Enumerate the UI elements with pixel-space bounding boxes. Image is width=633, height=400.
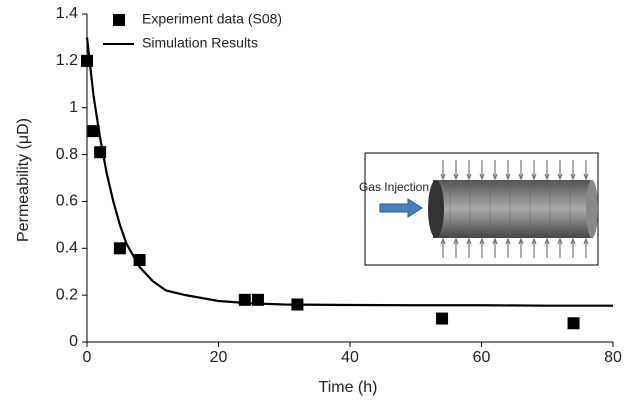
data-line <box>85 37 613 307</box>
pressure-arrow <box>440 173 446 181</box>
x-tick-label: 60 <box>473 349 491 366</box>
pressure-arrow <box>557 237 563 245</box>
pressure-arrow <box>570 237 576 245</box>
pressure-arrow <box>583 173 589 181</box>
pressure-arrow <box>492 237 498 245</box>
pressure-arrow <box>531 173 537 181</box>
y-tick-label: 0.6 <box>56 193 78 210</box>
pressure-arrow <box>440 237 446 245</box>
pressure-arrow <box>518 173 524 181</box>
pressure-arrow <box>570 173 576 181</box>
pressure-arrow <box>492 173 498 181</box>
pressure-arrow <box>557 173 563 181</box>
legend-swatch <box>113 14 125 26</box>
x-tick-label: 20 <box>210 349 228 366</box>
y-tick-label: 0.4 <box>56 240 78 257</box>
y-tick-label: 1.2 <box>56 52 78 69</box>
pressure-arrow <box>518 237 524 245</box>
pressure-arrow <box>479 237 485 245</box>
pressure-arrow <box>466 173 472 181</box>
pressure-arrow <box>466 237 472 245</box>
x-tick-label: 80 <box>604 349 622 366</box>
pressure-arrow <box>531 237 537 245</box>
x-tick-label: 0 <box>83 349 92 366</box>
y-tick-label: 0.2 <box>56 286 78 303</box>
legend-label: Simulation Results <box>142 35 258 51</box>
pressure-arrow <box>453 237 459 245</box>
pressure-arrow <box>479 173 485 181</box>
y-axis-label: Permeability (μD) <box>15 118 32 242</box>
x-axis-label: Time (h) <box>319 379 378 396</box>
inset: Gas Injection <box>359 152 599 266</box>
pressure-arrow <box>544 173 550 181</box>
pressure-arrow <box>453 173 459 181</box>
pressure-arrow <box>583 237 589 245</box>
pressure-arrow <box>544 237 550 245</box>
y-tick-label: 0 <box>69 333 78 350</box>
inset-label: Gas Injection <box>359 180 429 194</box>
data-point <box>436 312 449 325</box>
data-point <box>113 242 126 255</box>
data-point <box>87 125 100 138</box>
data-point <box>567 317 580 330</box>
y-tick-label: 1 <box>69 99 78 116</box>
pressure-arrow <box>505 173 511 181</box>
y-tick-label: 0.8 <box>56 146 78 163</box>
x-tick-label: 40 <box>341 349 359 366</box>
y-tick-label: 1.4 <box>56 5 78 22</box>
pressure-arrow <box>505 237 511 245</box>
legend-label: Experiment data (S08) <box>142 11 282 27</box>
